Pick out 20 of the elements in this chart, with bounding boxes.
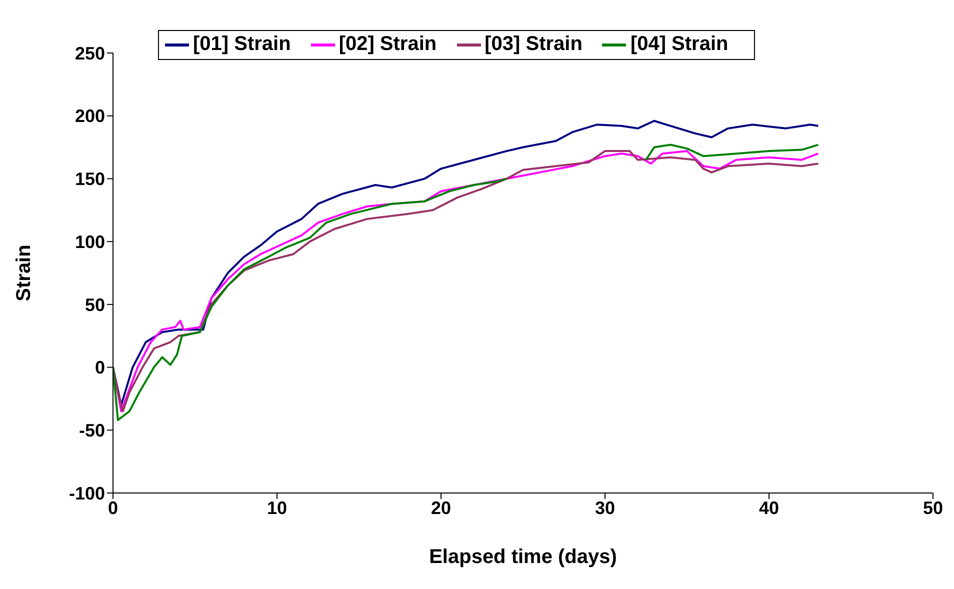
x-tick-label: 50: [922, 498, 944, 518]
legend-label: [02] Strain: [338, 33, 437, 56]
x-tick-label: 40: [758, 498, 780, 518]
y-tick-label: 50: [84, 294, 105, 315]
y-tick-label: -50: [78, 420, 105, 441]
x-tick-label: 20: [430, 498, 452, 518]
legend-label: [01] Strain: [193, 33, 291, 56]
legend-label: [04] Strain: [630, 33, 728, 56]
y-tick-label: 0: [94, 358, 105, 378]
y-axis-title: Strain: [13, 244, 36, 302]
y-tick-label: 100: [74, 232, 105, 252]
y-tick-label: 250: [74, 43, 105, 64]
legend-label: [03] Strain: [484, 33, 582, 56]
y-tick-label: 200: [74, 106, 105, 126]
x-tick-label: 30: [594, 498, 616, 518]
x-tick-label: 0: [108, 498, 118, 518]
x-axis-title: Elapsed time (days): [429, 546, 617, 568]
x-tick-label: 10: [266, 498, 288, 518]
y-tick-label: 150: [74, 169, 105, 190]
y-tick-label: -100: [68, 483, 105, 504]
